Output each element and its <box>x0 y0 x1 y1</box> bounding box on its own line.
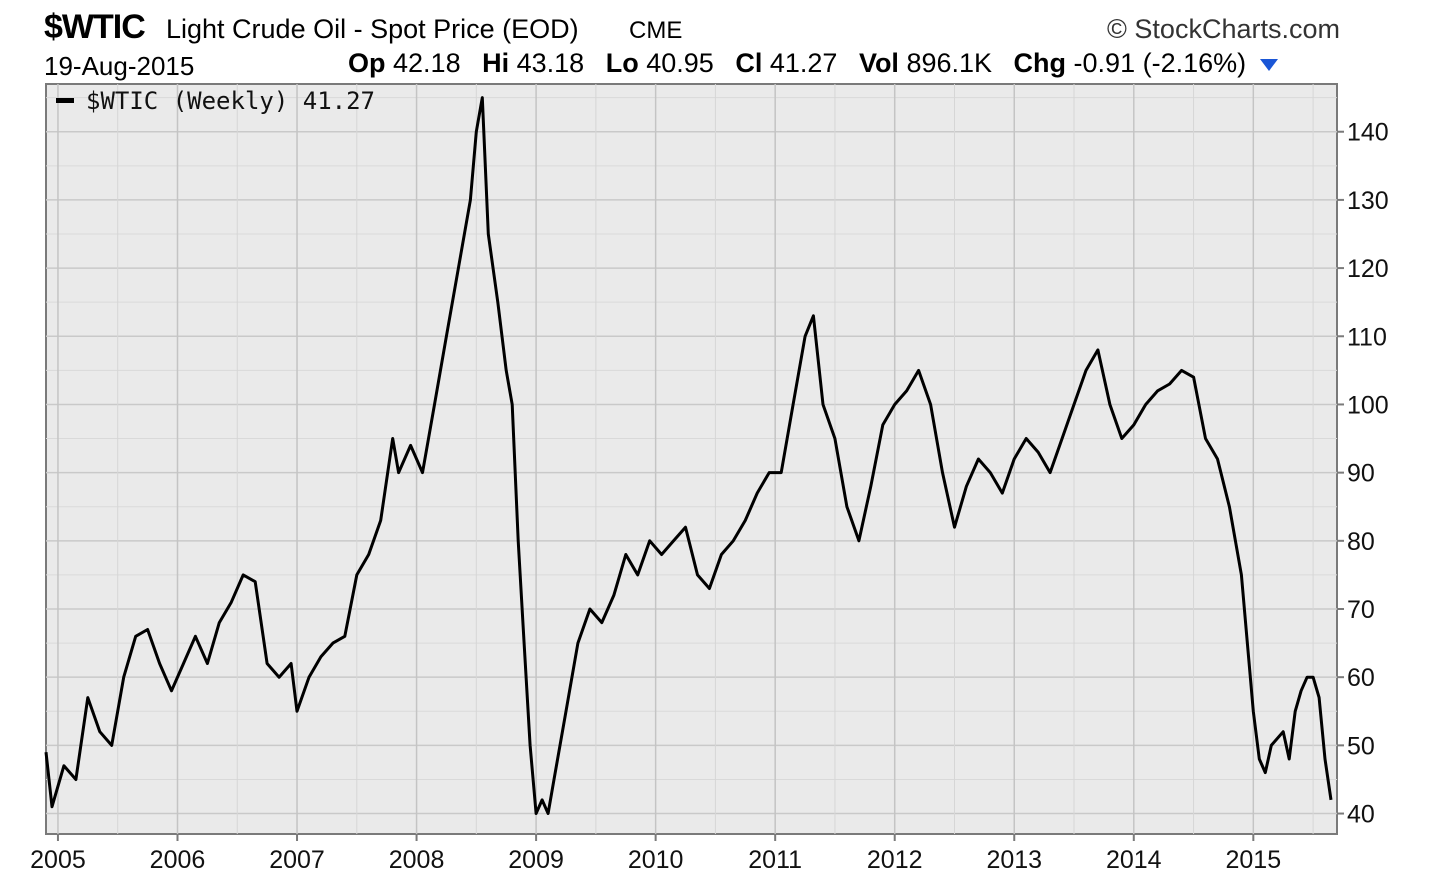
low-value: 40.95 <box>646 48 714 78</box>
y-tick-label: 100 <box>1347 391 1389 419</box>
y-tick-label: 40 <box>1347 801 1375 829</box>
legend-swatch <box>56 98 74 103</box>
x-tick-label: 2007 <box>269 846 325 874</box>
price-line <box>44 96 1333 815</box>
change-label: Chg <box>1013 48 1067 78</box>
y-tick-label: 110 <box>1347 323 1387 351</box>
y-tick-label: 70 <box>1347 596 1375 624</box>
y-tick-label: 60 <box>1347 664 1375 692</box>
y-tick-label: 120 <box>1347 255 1389 283</box>
quote-date: 19-Aug-2015 <box>44 51 195 81</box>
high-value: 43.18 <box>516 48 585 78</box>
low-label: Lo <box>605 48 639 78</box>
high-label: Hi <box>482 48 510 78</box>
legend: $WTIC (Weekly) 41.27 <box>56 87 375 115</box>
x-tick-label: 2005 <box>30 846 86 874</box>
symbol-description: Light Crude Oil - Spot Price (EOD) <box>166 14 579 44</box>
x-tick-label: 2014 <box>1106 846 1162 874</box>
x-axis: 2005 2006 2007 2008 2009 2010 2011 2012 2013 2014… <box>30 834 1281 874</box>
down-triangle-icon <box>1259 58 1278 71</box>
brand-link[interactable]: © StockCharts.com <box>1107 14 1340 44</box>
x-tick-label: 2006 <box>150 846 206 874</box>
open-value: 42.18 <box>393 48 461 78</box>
symbol-title: $WTIC <box>44 8 146 46</box>
chart-header: $WTIC Light Crude Oil - Spot Price (EOD)… <box>0 0 1444 84</box>
change-value: -0.91 (-2.16%) <box>1073 48 1247 78</box>
y-tick-label: 90 <box>1347 460 1375 488</box>
close-label: Cl <box>735 48 763 78</box>
x-tick-label: 2012 <box>867 846 923 874</box>
y-tick-label: 140 <box>1347 119 1389 147</box>
x-tick-label: 2009 <box>508 846 564 874</box>
quote-line: Op 42.18 Hi 43.18 Lo 40.95 Cl 41.27 Vol … <box>348 48 1278 79</box>
open-label: Op <box>348 48 386 78</box>
x-tick-label: 2015 <box>1226 846 1282 874</box>
y-axis: 40 50 60 70 80 90 100 110 120 130 140 <box>1337 119 1389 829</box>
legend-label: $WTIC (Weekly) 41.27 <box>86 87 375 115</box>
volume-label: Vol <box>858 48 899 78</box>
y-tick-label: 130 <box>1347 187 1389 215</box>
grid-lines <box>46 84 1337 834</box>
y-tick-label: 80 <box>1347 528 1375 556</box>
y-tick-label: 50 <box>1347 732 1375 760</box>
exchange-label: CME <box>629 17 683 44</box>
x-tick-label: 2008 <box>389 846 445 874</box>
x-tick-label: 2013 <box>986 846 1042 874</box>
volume-value: 896.1K <box>906 48 993 78</box>
x-tick-label: 2011 <box>748 846 802 874</box>
plot-area <box>45 83 1338 835</box>
x-tick-label: 2010 <box>628 846 684 874</box>
close-value: 41.27 <box>769 48 838 78</box>
